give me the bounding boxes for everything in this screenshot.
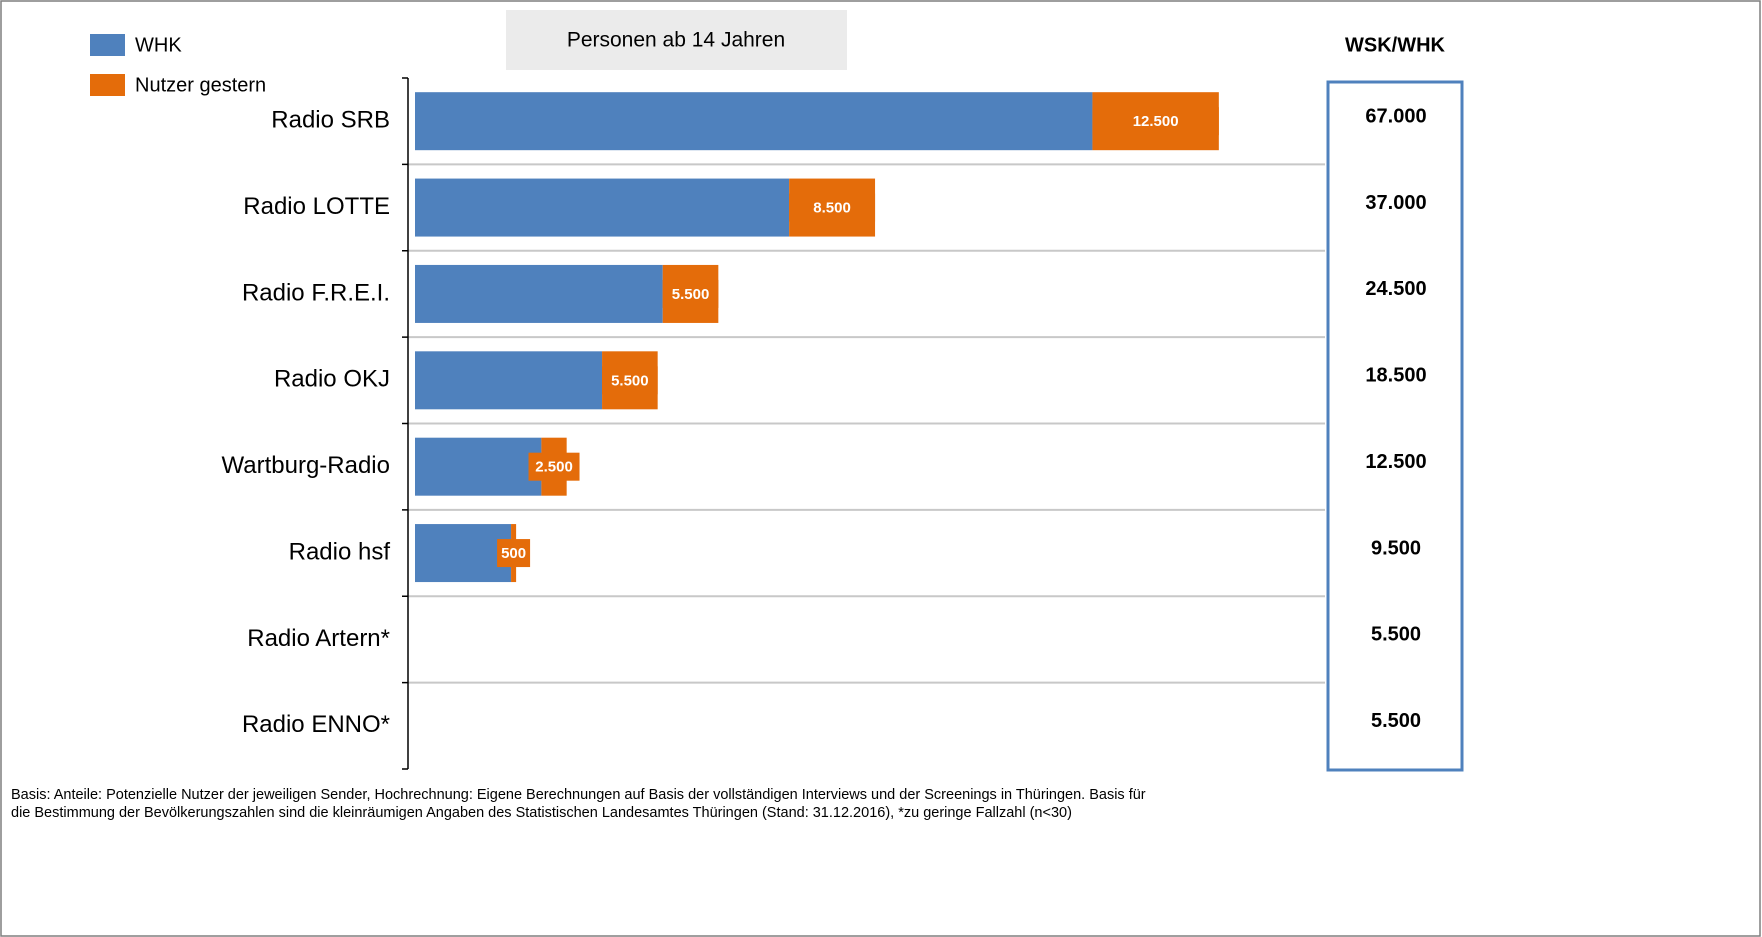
subtitle: Personen ab 14 Jahren (567, 29, 785, 52)
label-bg (497, 539, 531, 568)
column-value: 67.000 (1365, 105, 1426, 127)
value-label: 500 (501, 545, 526, 562)
label-bg (528, 452, 580, 481)
bar-segment (415, 351, 603, 410)
subtitle-box (506, 10, 847, 70)
legend-swatch (90, 74, 125, 96)
column-box (1326, 80, 1464, 772)
category-label: Radio Artern* (247, 625, 390, 652)
legend-swatch (90, 34, 125, 56)
column-value: 5.500 (1371, 710, 1421, 732)
value-label: 5.500 (672, 286, 710, 303)
label-bg (602, 366, 658, 395)
column-value: 12.500 (1365, 451, 1426, 473)
column-title: WSK/WHK (1345, 34, 1446, 56)
category-label: Radio ENNO* (242, 711, 390, 738)
category-label: Radio LOTTE (243, 193, 390, 220)
column-value: 5.500 (1371, 624, 1421, 646)
category-label: Radio hsf (289, 538, 391, 565)
value-label: 8.500 (813, 200, 851, 217)
legend-label: WHK (135, 34, 182, 56)
category-label: Radio OKJ (274, 366, 390, 393)
label-bg (1092, 107, 1219, 136)
column-value: 18.500 (1365, 365, 1426, 387)
label-bg (789, 193, 876, 222)
column-value: 24.500 (1365, 278, 1426, 300)
bar-segment (415, 264, 663, 323)
footnote: die Bestimmung der Bevölkerungszahlen si… (11, 805, 1072, 821)
column-value: 9.500 (1371, 537, 1421, 559)
column-value: 37.000 (1365, 192, 1426, 214)
category-label: Radio F.R.E.I. (242, 279, 390, 306)
value-label: 12.500 (1133, 113, 1179, 130)
bar-segment (415, 437, 542, 496)
value-label: 2.500 (535, 459, 573, 476)
category-label: Wartburg-Radio (221, 452, 390, 479)
legend-label: Nutzer gestern (135, 74, 266, 96)
category-label: Radio SRB (271, 107, 390, 134)
bar-segment (415, 92, 1093, 151)
bar-segment (415, 178, 790, 237)
footnote: Basis: Anteile: Potenzielle Nutzer der j… (11, 787, 1146, 803)
label-bg (662, 279, 719, 308)
bar-segment (415, 524, 512, 583)
value-label: 5.500 (611, 372, 649, 389)
